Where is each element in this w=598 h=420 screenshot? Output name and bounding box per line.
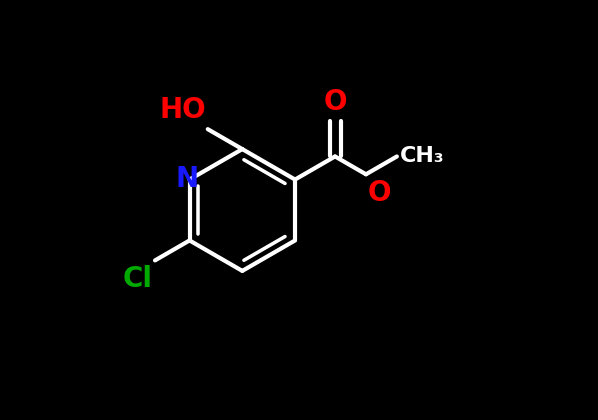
Text: CH₃: CH₃ — [400, 147, 445, 166]
Text: HO: HO — [159, 96, 206, 124]
Text: Cl: Cl — [123, 265, 153, 294]
Text: N: N — [176, 165, 199, 193]
Text: O: O — [368, 179, 392, 207]
Text: O: O — [324, 88, 347, 116]
